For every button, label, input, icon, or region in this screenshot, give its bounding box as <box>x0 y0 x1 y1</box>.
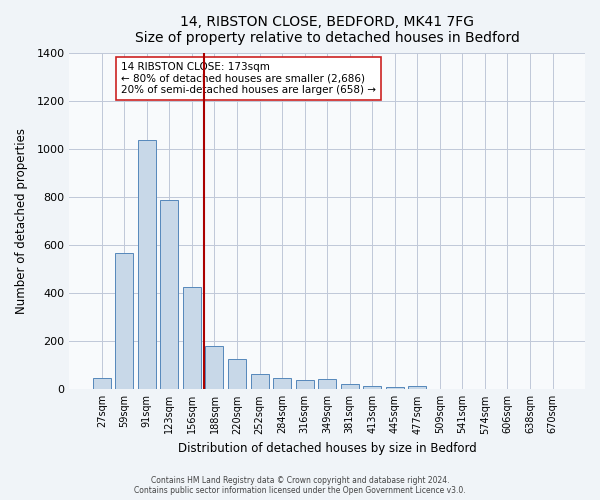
Bar <box>363 386 381 390</box>
Text: Contains HM Land Registry data © Crown copyright and database right 2024.
Contai: Contains HM Land Registry data © Crown c… <box>134 476 466 495</box>
Bar <box>93 378 111 390</box>
Bar <box>228 360 246 390</box>
Bar <box>273 378 291 390</box>
Bar <box>408 386 427 390</box>
Title: 14, RIBSTON CLOSE, BEDFORD, MK41 7FG
Size of property relative to detached house: 14, RIBSTON CLOSE, BEDFORD, MK41 7FG Siz… <box>135 15 520 45</box>
Bar <box>183 288 201 390</box>
X-axis label: Distribution of detached houses by size in Bedford: Distribution of detached houses by size … <box>178 442 476 455</box>
Y-axis label: Number of detached properties: Number of detached properties <box>15 128 28 314</box>
Bar <box>138 140 156 390</box>
Bar <box>341 384 359 390</box>
Bar <box>115 252 133 390</box>
Text: 14 RIBSTON CLOSE: 173sqm
← 80% of detached houses are smaller (2,686)
20% of sem: 14 RIBSTON CLOSE: 173sqm ← 80% of detach… <box>121 62 376 95</box>
Bar <box>296 380 314 390</box>
Bar <box>318 378 336 390</box>
Bar <box>160 200 178 390</box>
Bar <box>386 388 404 390</box>
Bar <box>205 346 223 390</box>
Bar <box>251 374 269 390</box>
